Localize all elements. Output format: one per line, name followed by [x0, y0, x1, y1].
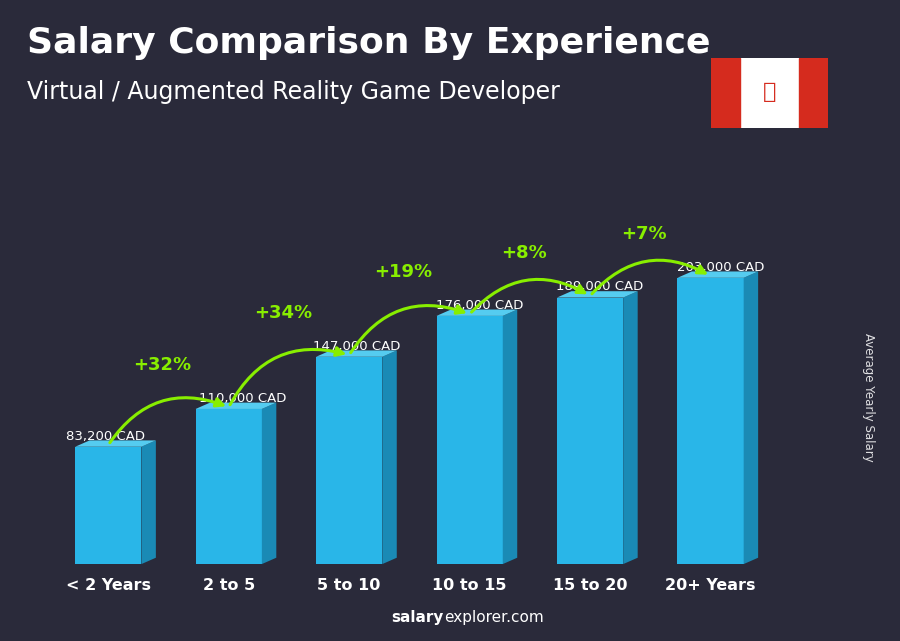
- Text: Salary Comparison By Experience: Salary Comparison By Experience: [27, 26, 710, 60]
- Polygon shape: [503, 310, 517, 564]
- Text: +7%: +7%: [622, 224, 667, 242]
- Text: explorer.com: explorer.com: [445, 610, 544, 625]
- Polygon shape: [262, 403, 276, 564]
- Text: Virtual / Augmented Reality Game Developer: Virtual / Augmented Reality Game Develop…: [27, 80, 560, 104]
- Polygon shape: [557, 297, 623, 564]
- Polygon shape: [623, 291, 638, 564]
- Polygon shape: [382, 351, 397, 564]
- Text: 147,000 CAD: 147,000 CAD: [313, 340, 400, 353]
- Polygon shape: [75, 440, 156, 447]
- Bar: [799, 58, 828, 128]
- Polygon shape: [436, 310, 518, 316]
- Polygon shape: [316, 351, 397, 357]
- Polygon shape: [75, 447, 141, 564]
- Text: Average Yearly Salary: Average Yearly Salary: [862, 333, 875, 462]
- Polygon shape: [557, 291, 638, 297]
- Text: 189,000 CAD: 189,000 CAD: [556, 280, 644, 294]
- Polygon shape: [141, 440, 156, 564]
- Polygon shape: [743, 272, 758, 564]
- Text: 176,000 CAD: 176,000 CAD: [436, 299, 523, 312]
- Text: salary: salary: [392, 610, 444, 625]
- Bar: [711, 58, 740, 128]
- Polygon shape: [195, 403, 276, 409]
- Polygon shape: [436, 316, 503, 564]
- Text: 83,200 CAD: 83,200 CAD: [66, 429, 145, 442]
- Text: 203,000 CAD: 203,000 CAD: [677, 261, 764, 274]
- Text: 🍁: 🍁: [763, 82, 776, 103]
- Polygon shape: [678, 272, 758, 278]
- Text: +8%: +8%: [501, 244, 546, 262]
- Polygon shape: [195, 409, 262, 564]
- Text: +34%: +34%: [254, 304, 312, 322]
- Polygon shape: [316, 357, 382, 564]
- Text: 110,000 CAD: 110,000 CAD: [199, 392, 286, 404]
- Polygon shape: [678, 278, 743, 564]
- Text: +19%: +19%: [374, 263, 433, 281]
- Text: +32%: +32%: [133, 356, 192, 374]
